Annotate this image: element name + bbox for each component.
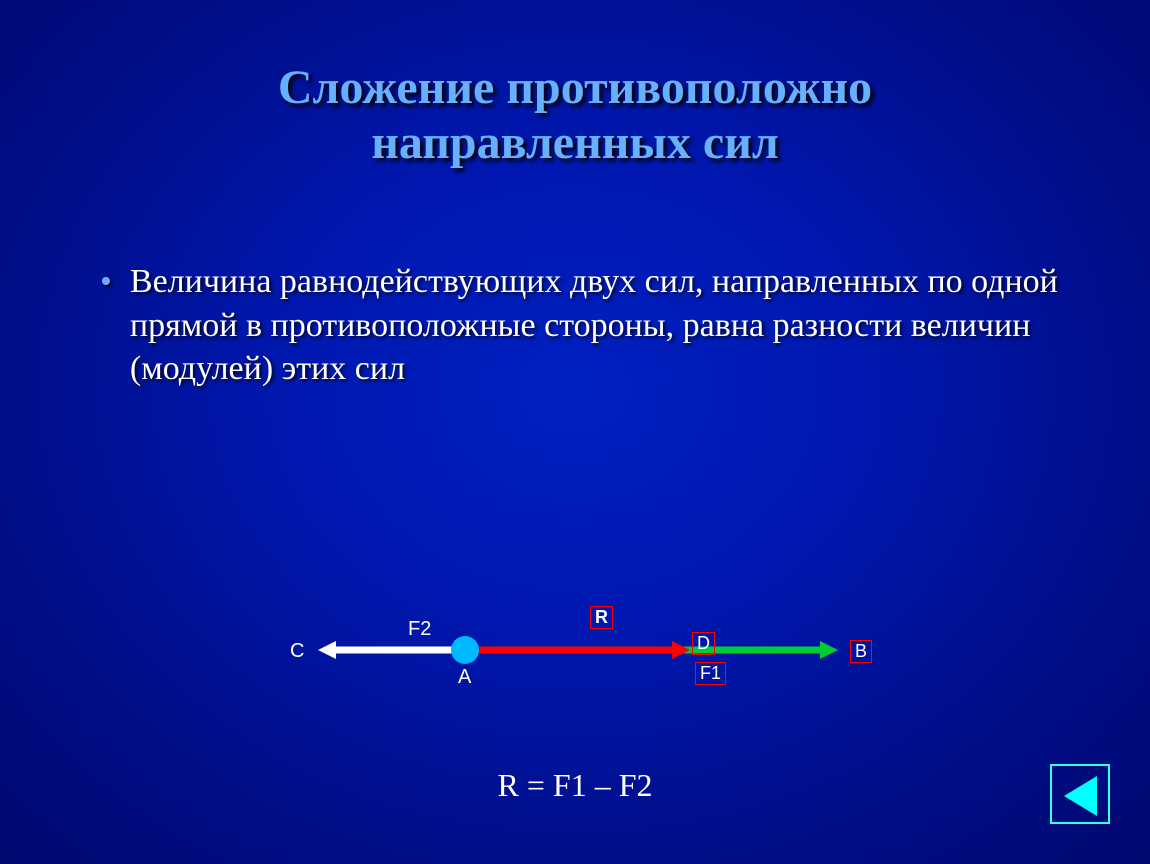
diagram-svg (290, 580, 890, 700)
title-line-1: Сложение противоположно (278, 61, 872, 114)
label-r: R (590, 606, 613, 629)
force-diagram: C A F2 B D F1 R (290, 580, 890, 700)
label-d: D (692, 632, 715, 655)
slide-container: Сложение противоположно направленных сил… (0, 0, 1150, 864)
title-line-2: направленных сил (371, 116, 779, 169)
triangle-left-icon (1052, 766, 1108, 822)
prev-slide-button[interactable] (1050, 764, 1110, 824)
formula-text: R = F1 – F2 (0, 767, 1150, 804)
bullet-icon: • (100, 260, 112, 304)
label-b: B (850, 640, 872, 663)
label-f2: F2 (408, 618, 431, 641)
body-text: Величина равнодействующих двух сил, напр… (130, 260, 1080, 391)
slide-title: Сложение противоположно направленных сил (70, 60, 1080, 170)
body-bullet-row: • Величина равнодействующих двух сил, на… (70, 260, 1080, 391)
label-a: A (458, 666, 471, 689)
label-c: C (290, 640, 304, 663)
label-f1: F1 (695, 662, 726, 685)
